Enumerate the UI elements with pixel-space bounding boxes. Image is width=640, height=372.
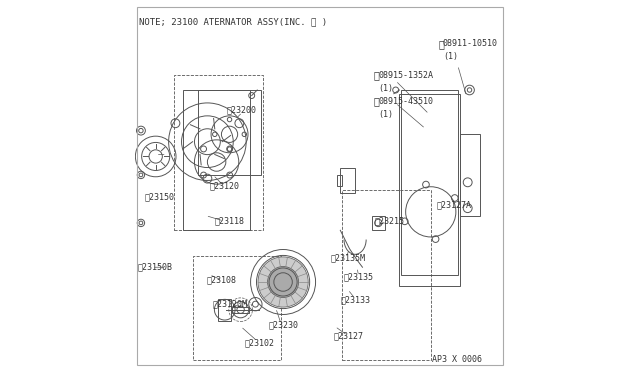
Bar xyxy=(342,190,431,359)
Text: ※23118: ※23118 xyxy=(215,217,244,225)
Text: Ⓝ: Ⓝ xyxy=(438,39,444,49)
Text: 08915-43510: 08915-43510 xyxy=(378,97,433,106)
Text: Ⓥ: Ⓥ xyxy=(374,96,380,106)
Text: ※23215: ※23215 xyxy=(374,217,404,225)
Text: ※23133: ※23133 xyxy=(340,295,371,304)
Text: ※23150: ※23150 xyxy=(145,193,175,202)
Bar xyxy=(193,256,281,359)
Bar xyxy=(401,90,458,275)
Bar xyxy=(174,75,263,230)
Text: 08911-10510: 08911-10510 xyxy=(443,39,498,48)
Text: ※23120: ※23120 xyxy=(209,182,239,190)
Bar xyxy=(399,94,460,286)
Text: AP3 X 0006: AP3 X 0006 xyxy=(433,355,483,364)
Circle shape xyxy=(258,257,308,307)
Bar xyxy=(184,90,250,230)
Text: ※23102: ※23102 xyxy=(244,339,275,347)
Text: ※23230: ※23230 xyxy=(268,320,298,329)
Text: (1): (1) xyxy=(443,52,458,61)
Text: ※23135: ※23135 xyxy=(344,272,374,281)
Text: ※23127A: ※23127A xyxy=(437,200,472,209)
Bar xyxy=(337,175,342,186)
Text: ※23127: ※23127 xyxy=(334,331,364,340)
Bar xyxy=(218,299,232,321)
Text: NOTE; 23100 ATERNATOR ASSY(INC. ※ ): NOTE; 23100 ATERNATOR ASSY(INC. ※ ) xyxy=(139,17,327,26)
Text: 08915-1352A: 08915-1352A xyxy=(378,71,433,80)
Text: ※23120M: ※23120M xyxy=(212,300,247,309)
Text: ※23108: ※23108 xyxy=(207,276,237,285)
Text: ※23200: ※23200 xyxy=(227,106,257,115)
Text: ※23150B: ※23150B xyxy=(137,263,172,272)
Bar xyxy=(372,215,385,230)
Bar xyxy=(198,90,261,175)
Bar xyxy=(460,134,480,215)
Bar xyxy=(340,167,355,193)
Text: (1): (1) xyxy=(378,109,394,119)
Text: Ⓥ: Ⓥ xyxy=(374,70,380,80)
Bar xyxy=(232,307,249,312)
Circle shape xyxy=(268,266,299,298)
Text: (1): (1) xyxy=(378,84,394,93)
Text: ※23135M: ※23135M xyxy=(331,253,366,263)
